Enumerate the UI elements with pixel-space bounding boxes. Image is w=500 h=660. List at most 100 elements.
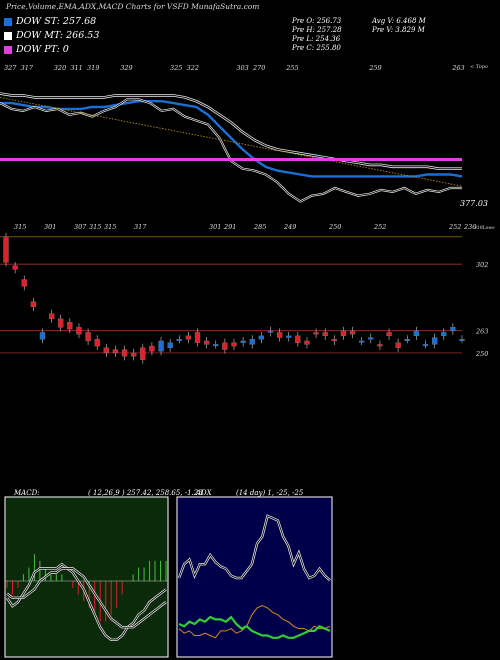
candle-body xyxy=(368,337,374,340)
legend-label: DOW MT: 266.53 xyxy=(16,30,100,41)
minus-di-line xyxy=(178,615,331,639)
candle-body xyxy=(359,340,365,343)
legend-label: DOW PT: 0 xyxy=(16,44,69,55)
legend-label: DOW ST: 257.68 xyxy=(16,16,97,27)
candle-body xyxy=(431,337,438,345)
candle-body xyxy=(149,345,155,352)
candle-body xyxy=(48,313,55,319)
chart-header: Price,Volume,EMA,ADX,MACD Charts for VSF… xyxy=(6,2,260,11)
candle-body xyxy=(3,236,9,263)
candle-body xyxy=(194,332,201,343)
candle-body xyxy=(413,330,420,337)
candle-body xyxy=(377,344,383,347)
stat-prev-high: Pre H: 257.28 xyxy=(292,26,342,34)
stat-avg-volume: Avg V: 6.468 M xyxy=(372,17,426,25)
candle-body xyxy=(441,332,447,337)
macd-params: ( 12,26,9 ) 257.42, 258.65, -1.23 xyxy=(88,489,203,497)
stat-prev-volume: Pre V: 3.829 M xyxy=(372,26,425,34)
mid-strip-label: 250 xyxy=(328,223,341,231)
top-strip-label: 303 xyxy=(236,64,248,72)
macd-title: MACD: xyxy=(14,489,40,497)
candle-body xyxy=(58,318,64,328)
mid-strip-label: 315 xyxy=(14,223,26,231)
adx-params: (14 day) 1, -25, -25 xyxy=(236,489,304,497)
candle-body xyxy=(76,327,82,335)
candle-body xyxy=(103,347,109,354)
top-strip-label: 263 xyxy=(451,64,464,72)
candle-body xyxy=(176,339,182,341)
stat-prev-open: Pre O: 256.73 xyxy=(292,17,342,25)
close-line-inner xyxy=(0,98,462,202)
top-strip-right-label: < Topo xyxy=(470,64,488,70)
candle-body xyxy=(386,332,392,337)
mid-strip-label: 315 xyxy=(89,223,101,231)
mid-strip-label: 236 xyxy=(463,223,476,231)
ema-mid-line-outer xyxy=(0,92,462,170)
candle-body xyxy=(231,342,237,347)
top-strip-label: 322 xyxy=(187,64,199,72)
candle-body xyxy=(295,335,301,343)
mid-strip-label: 285 xyxy=(253,223,266,231)
candle-body xyxy=(286,335,292,338)
candle-body xyxy=(276,332,283,338)
candle-body xyxy=(331,339,337,342)
mid-strip-label: 252 xyxy=(448,223,461,231)
top-strip-label: 270 xyxy=(252,64,265,72)
candle-body xyxy=(112,349,119,354)
price-level-label: 302 xyxy=(476,261,488,269)
top-strip-label: 311 xyxy=(70,64,82,72)
candle-body xyxy=(94,339,100,347)
top-strip-label: 319 xyxy=(87,64,99,72)
top-strip-label: 325 xyxy=(170,64,182,72)
long-trend-line xyxy=(0,96,463,187)
plus-di-line xyxy=(178,605,331,639)
top-strip-label: 255 xyxy=(285,64,298,72)
mid-strip-label: 301 xyxy=(209,223,221,231)
candle-body xyxy=(450,327,456,331)
mid-strip-label: 317 xyxy=(134,223,147,231)
candle-body xyxy=(258,335,265,340)
mid-strip-label: 249 xyxy=(283,223,296,231)
candle-body xyxy=(313,332,319,335)
macd-signal-line-inner xyxy=(6,567,167,628)
mid-strip-label: 252 xyxy=(373,223,386,231)
legend-dow-st: DOW ST: 257.68 xyxy=(4,16,96,27)
candle-body xyxy=(121,349,128,357)
mid-strip-label: 307 xyxy=(74,223,87,231)
top-strip-label: 327 xyxy=(4,64,17,72)
ema-short-line xyxy=(0,100,463,178)
ema-mid-line-inner xyxy=(0,93,462,170)
dow-pt-line xyxy=(0,158,462,161)
legend-swatch-magenta-icon xyxy=(4,45,12,54)
stat-prev-close: Pre C: 255.80 xyxy=(292,44,341,52)
candle-body xyxy=(12,265,18,270)
candle-body xyxy=(158,340,164,352)
adx-title: ADX xyxy=(196,489,212,497)
stat-prev-low: Pre L: 254.36 xyxy=(292,35,341,43)
candle-body xyxy=(131,352,137,357)
candle-body xyxy=(85,332,91,342)
candle-body xyxy=(340,330,347,337)
macd-line-inner xyxy=(6,563,167,641)
top-strip-label: 329 xyxy=(120,64,132,72)
candle-body xyxy=(213,344,219,347)
adx-panel xyxy=(176,496,333,658)
price-level-label: 250 xyxy=(475,350,488,358)
candle-body xyxy=(21,279,27,287)
ema-value-label: 377.03 xyxy=(460,199,488,208)
legend-dow-mt: DOW MT: 266.53 xyxy=(4,30,99,41)
top-strip-label: 317 xyxy=(21,64,34,72)
legend-swatch-blue-icon xyxy=(4,17,12,26)
mid-strip-right-label: 319Lowe xyxy=(474,225,495,231)
candle-body xyxy=(422,344,429,347)
candle-body xyxy=(395,342,401,348)
candle-body xyxy=(39,332,46,340)
adx-line-inner xyxy=(178,515,331,581)
candle-body xyxy=(459,339,465,341)
mid-strip-label: 315 xyxy=(104,223,116,231)
candle-body xyxy=(30,301,37,307)
candle-body xyxy=(222,342,228,350)
macd-panel xyxy=(4,496,169,658)
candle-body xyxy=(185,335,192,340)
